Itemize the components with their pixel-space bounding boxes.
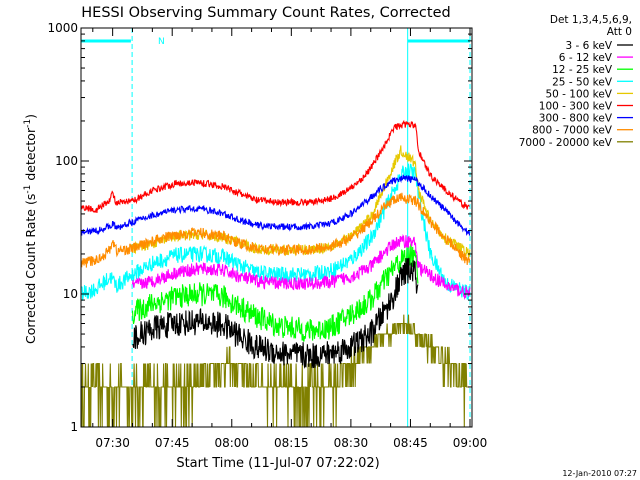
legend-header: Det 1,3,4,5,6,9, (550, 14, 632, 26)
y-tick-label: 1 (70, 420, 78, 434)
legend-label: 800 - 7000 keV (532, 125, 613, 137)
legend-label: 7000 - 20000 keV (519, 137, 613, 149)
series-line-2 (131, 243, 419, 342)
x-tick-label: 07:30 (95, 436, 130, 450)
y-axis-label: Corrected Count Rate (s-1 detector-1) (23, 114, 38, 344)
series-line-0 (132, 257, 419, 369)
x-tick-label: 08:45 (393, 436, 428, 450)
series-line-1 (131, 233, 471, 301)
legend-label: 6 - 12 keV (559, 52, 613, 64)
legend-label: 100 - 300 keV (539, 101, 613, 113)
axes: 1 10 100 1000 07:30 07:45 08:00 08:15 08:30 08:45… (47, 21, 487, 450)
legend-label: 300 - 800 keV (539, 113, 613, 125)
series-line-5 (81, 119, 470, 213)
x-tick-label: 07:45 (155, 436, 190, 450)
series-line-8 (81, 314, 470, 428)
legend-label: 25 - 50 keV (552, 76, 613, 88)
timestamp: 12-Jan-2010 07:27 (562, 469, 637, 478)
legend-header: Att 0 (607, 26, 632, 38)
x-tick-label: 08:00 (214, 436, 249, 450)
plot-area: N (81, 28, 471, 428)
series-line-3 (81, 163, 471, 302)
plot-frame (80, 27, 473, 428)
series-line-6 (81, 174, 471, 236)
x-tick-label: 08:15 (274, 436, 309, 450)
y-tick-label: 1000 (47, 21, 78, 35)
series-line-7 (81, 192, 471, 268)
y-tick-label: 100 (55, 154, 78, 168)
legend-label: 12 - 25 keV (552, 64, 613, 76)
x-tick-label: 09:00 (453, 436, 488, 450)
x-axis-label: Start Time (11-Jul-07 07:22:02) (176, 456, 379, 471)
x-tick-label: 08:30 (334, 436, 369, 450)
legend-label: 50 - 100 keV (545, 88, 612, 100)
attenuator-label: N (158, 37, 165, 47)
legend-label: 3 - 6 keV (565, 40, 612, 52)
chart-title: HESSI Observing Summary Count Rates, Cor… (81, 5, 450, 21)
y-tick-label: 10 (63, 287, 78, 301)
